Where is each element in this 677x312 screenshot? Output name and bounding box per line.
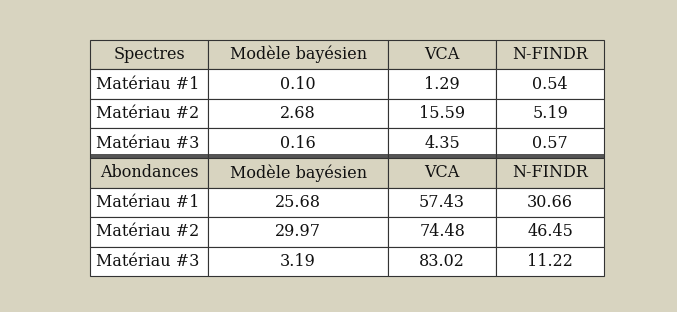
Text: 30.66: 30.66 xyxy=(527,194,573,211)
Text: 46.45: 46.45 xyxy=(527,223,573,241)
Bar xyxy=(388,129,496,158)
Text: Matériau #1: Matériau #1 xyxy=(96,76,200,93)
Bar xyxy=(208,40,388,69)
Text: Modèle bayésien: Modèle bayésien xyxy=(230,46,367,63)
Bar xyxy=(208,129,388,158)
Text: 25.68: 25.68 xyxy=(275,194,321,211)
Text: 0.16: 0.16 xyxy=(280,135,316,152)
Text: 74.48: 74.48 xyxy=(419,223,465,241)
Bar xyxy=(90,217,208,247)
Text: Matériau #2: Matériau #2 xyxy=(96,105,200,122)
Bar xyxy=(208,158,388,188)
Text: Matériau #2: Matériau #2 xyxy=(96,223,200,241)
Text: VCA: VCA xyxy=(424,164,460,181)
Bar xyxy=(496,188,604,217)
Text: 4.35: 4.35 xyxy=(424,135,460,152)
Text: N-FINDR: N-FINDR xyxy=(512,164,588,181)
Bar xyxy=(388,217,496,247)
Text: Spectres: Spectres xyxy=(113,46,185,63)
Text: VCA: VCA xyxy=(424,46,460,63)
Bar xyxy=(388,247,496,276)
Text: 15.59: 15.59 xyxy=(419,105,465,122)
Text: 3.19: 3.19 xyxy=(280,253,316,270)
Bar xyxy=(388,158,496,188)
Bar xyxy=(496,217,604,247)
Text: 5.19: 5.19 xyxy=(532,105,568,122)
Text: 57.43: 57.43 xyxy=(419,194,465,211)
Bar xyxy=(496,247,604,276)
Bar xyxy=(90,40,208,69)
Text: Matériau #3: Matériau #3 xyxy=(96,253,200,270)
Bar xyxy=(496,99,604,129)
Text: Modèle bayésien: Modèle bayésien xyxy=(230,164,367,182)
Bar xyxy=(90,188,208,217)
Text: 83.02: 83.02 xyxy=(419,253,465,270)
Text: N-FINDR: N-FINDR xyxy=(512,46,588,63)
Bar xyxy=(208,217,388,247)
Bar xyxy=(208,247,388,276)
Bar xyxy=(90,99,208,129)
Bar xyxy=(496,129,604,158)
Bar xyxy=(90,247,208,276)
Bar xyxy=(496,69,604,99)
Text: 2.68: 2.68 xyxy=(280,105,316,122)
Text: 0.10: 0.10 xyxy=(280,76,316,93)
Bar xyxy=(208,99,388,129)
Bar xyxy=(496,158,604,188)
Text: 0.57: 0.57 xyxy=(532,135,568,152)
Text: Matériau #3: Matériau #3 xyxy=(96,135,200,152)
Text: Matériau #1: Matériau #1 xyxy=(96,194,200,211)
Bar xyxy=(208,69,388,99)
Bar xyxy=(388,40,496,69)
Text: 1.29: 1.29 xyxy=(424,76,460,93)
Bar xyxy=(388,99,496,129)
Text: 29.97: 29.97 xyxy=(275,223,321,241)
Bar xyxy=(496,40,604,69)
Bar xyxy=(90,69,208,99)
Bar xyxy=(90,158,208,188)
Bar xyxy=(388,69,496,99)
Bar xyxy=(208,188,388,217)
Bar xyxy=(388,188,496,217)
Text: 0.54: 0.54 xyxy=(532,76,568,93)
Bar xyxy=(90,129,208,158)
Text: 11.22: 11.22 xyxy=(527,253,573,270)
Text: Abondances: Abondances xyxy=(100,164,198,181)
